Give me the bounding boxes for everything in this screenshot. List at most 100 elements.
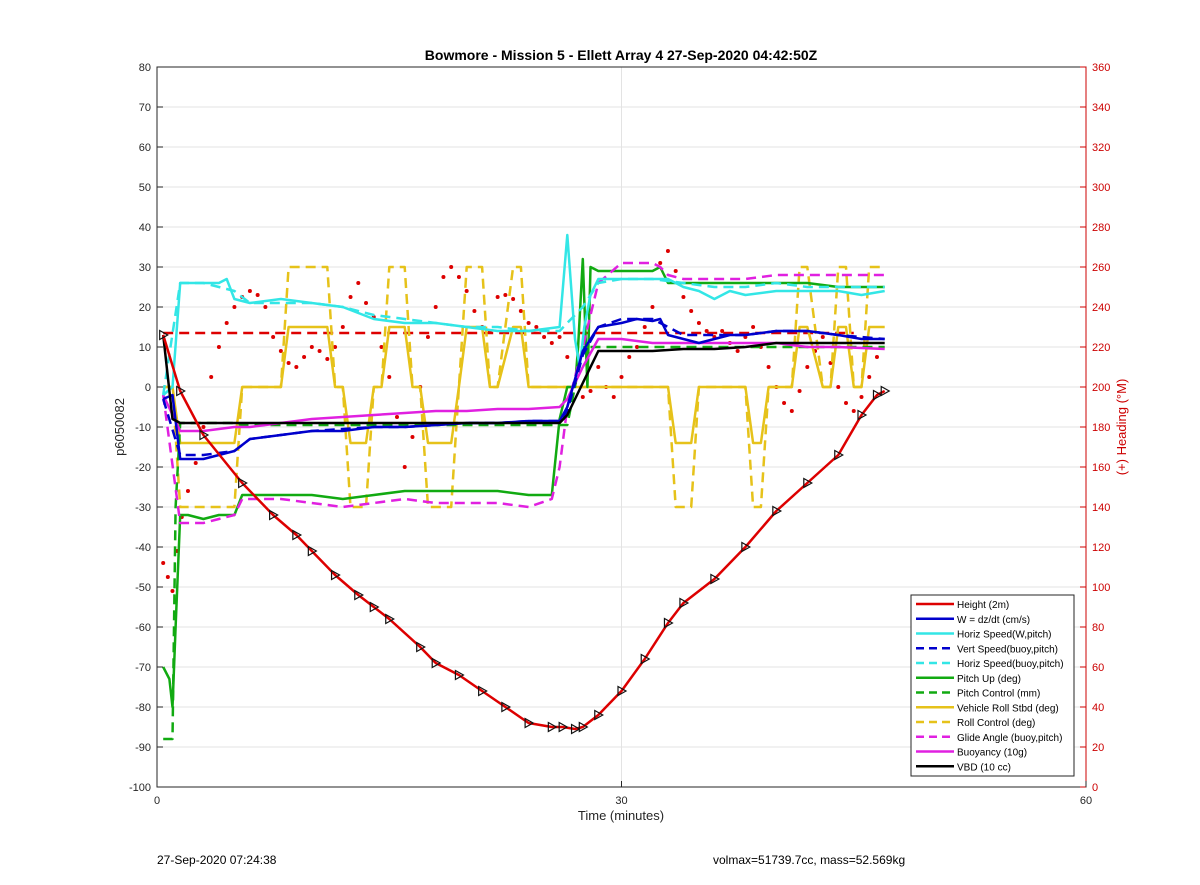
heading-point <box>216 345 221 349</box>
heading-point <box>161 561 166 565</box>
y-right-tick-label: 200 <box>1092 382 1110 394</box>
legend-label-pitch-control-mm: Pitch Control (mm) <box>957 689 1040 700</box>
heading-point <box>348 295 353 299</box>
heading-point <box>859 395 864 399</box>
heading-point <box>820 335 825 339</box>
heading-point <box>580 395 585 399</box>
height-marker <box>307 545 318 557</box>
heading-point <box>874 355 879 359</box>
heading-point <box>232 305 237 309</box>
heading-point <box>511 297 516 301</box>
heading-point <box>805 365 810 369</box>
heading-point <box>867 375 872 379</box>
y-tick-label: 50 <box>139 182 151 194</box>
height-marker <box>558 721 569 733</box>
legend-label-horiz-speed-buoy-pitch: Horiz Speed(buoy,pitch) <box>957 659 1064 670</box>
heading-point <box>673 269 678 273</box>
heading-point <box>627 355 632 359</box>
heading-point <box>720 329 725 333</box>
heading-point <box>696 321 701 325</box>
heading-point <box>433 305 438 309</box>
height-marker <box>478 685 488 697</box>
heading-point <box>425 335 430 339</box>
height-marker <box>454 669 465 681</box>
y-tick-label: 40 <box>139 222 151 234</box>
y-tick-label: -40 <box>135 542 151 554</box>
y-tick-label: 10 <box>139 342 151 354</box>
height-marker <box>772 505 783 517</box>
y-right-tick-label: 300 <box>1092 182 1110 194</box>
height-marker <box>578 721 589 733</box>
height-marker <box>803 477 814 489</box>
x-axis-label: Time (minutes) <box>578 808 664 823</box>
heading-point <box>782 401 787 405</box>
heading-point <box>209 375 214 379</box>
legend-box <box>910 594 1075 777</box>
legend: Height (2m) W = dz/dt (cm/s) Horiz Speed(W… <box>910 594 1075 777</box>
y-tick-label: -30 <box>135 502 151 514</box>
y-right-tick-label: 280 <box>1092 222 1110 234</box>
legend-label-vert-speed-buoy-pitch: Vert Speed(buoy,pitch) <box>957 644 1058 655</box>
y-right-tick-label: 260 <box>1092 262 1110 274</box>
heading-point <box>596 365 601 369</box>
legend-label-buoyancy-10g: Buoyancy (10g) <box>957 748 1027 759</box>
heading-point <box>681 295 686 299</box>
heading-point <box>410 435 415 439</box>
heading-point <box>402 465 407 469</box>
y-tick-label: 70 <box>139 102 151 114</box>
y-right-tick-label: 60 <box>1092 662 1104 674</box>
height-marker <box>354 589 365 601</box>
legend-label-vehicle-roll-stbd-deg: Vehicle Roll Stbd (deg) <box>957 703 1059 714</box>
y-right-tick-label: 160 <box>1092 462 1110 474</box>
series-vehicle-roll-stbd-deg <box>163 325 885 445</box>
x-tick-label: 0 <box>154 795 160 807</box>
heading-point <box>588 389 593 393</box>
heading-point <box>549 341 554 345</box>
heading-point <box>797 389 802 393</box>
heading-point <box>379 345 384 349</box>
height-marker <box>199 429 210 441</box>
height-marker <box>238 477 248 489</box>
heading-point <box>286 361 291 365</box>
footer-timestamp: 27-Sep-2020 07:24:38 <box>157 853 277 867</box>
y-right-tick-label: 100 <box>1092 582 1110 594</box>
height-marker <box>431 657 442 669</box>
heading-point <box>302 355 307 359</box>
axes-layer: 80706050403020100-10-20-30-40-50-60-70-8… <box>129 62 1110 807</box>
y-right-tick-label: 180 <box>1092 422 1110 434</box>
y-tick-label: -70 <box>135 662 151 674</box>
y-tick-label: 80 <box>139 62 151 74</box>
height-marker <box>872 389 883 401</box>
legend-label-w-dz-dt-cm-s: W = dz/dt (cm/s) <box>957 615 1030 626</box>
y-right-tick-label: 220 <box>1092 342 1110 354</box>
height-marker <box>330 569 341 581</box>
y-tick-label: -90 <box>135 742 151 754</box>
heading-point <box>689 309 694 313</box>
heading-point <box>247 289 252 293</box>
height-marker <box>176 385 186 397</box>
heading-point <box>851 409 856 413</box>
height-marker <box>880 385 891 397</box>
heading-point <box>387 375 392 379</box>
height-marker <box>369 601 380 613</box>
height-marker <box>640 653 651 665</box>
y-tick-label: 0 <box>145 382 151 394</box>
height-marker <box>547 721 558 733</box>
heading-point <box>518 309 523 313</box>
y-right-tick-label: 20 <box>1092 742 1104 754</box>
y-right-tick-label: 360 <box>1092 62 1110 74</box>
height-marker <box>524 717 535 729</box>
heading-point <box>464 289 469 293</box>
height-marker <box>594 709 604 721</box>
y-right-tick-label: 120 <box>1092 542 1110 554</box>
heading-point <box>751 325 756 329</box>
heading-point <box>340 325 345 329</box>
height-marker <box>570 723 581 735</box>
series-layer <box>159 233 891 741</box>
y-tick-label: -60 <box>135 622 151 634</box>
x-tick-label: 30 <box>615 795 627 807</box>
heading-point <box>224 321 229 325</box>
y-right-tick-label: 340 <box>1092 102 1110 114</box>
heading-point <box>356 281 361 285</box>
